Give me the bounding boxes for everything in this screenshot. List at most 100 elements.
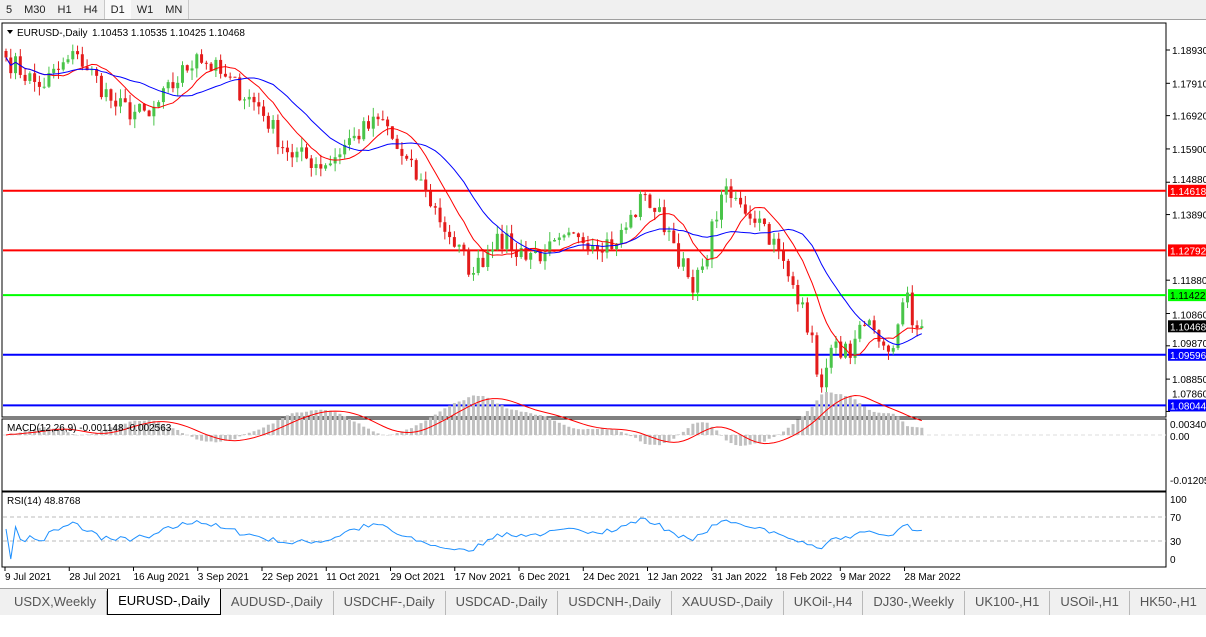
candle-body bbox=[262, 106, 265, 115]
macd-histogram-bar bbox=[567, 427, 570, 435]
macd-histogram-bar bbox=[229, 435, 232, 440]
macd-histogram-bar bbox=[792, 424, 795, 435]
tf-m5[interactable]: 5 bbox=[0, 0, 18, 19]
candle-body bbox=[233, 77, 236, 78]
macd-histogram-bar bbox=[181, 433, 184, 435]
macd-histogram-bar bbox=[501, 405, 504, 435]
macd-histogram-bar bbox=[825, 392, 828, 435]
candle-body bbox=[868, 320, 871, 325]
candle-body bbox=[873, 320, 876, 330]
chart-tab[interactable]: XAUUSD-,Daily bbox=[672, 591, 784, 615]
macd-tick-label: -0.01205 bbox=[1170, 476, 1206, 487]
macd-histogram-bar bbox=[563, 425, 566, 435]
candle-body bbox=[849, 344, 852, 358]
candle-body bbox=[567, 232, 570, 235]
candle-body bbox=[229, 77, 232, 78]
chart-tab[interactable]: USOil-,H1 bbox=[1050, 591, 1130, 615]
macd-histogram-bar bbox=[524, 412, 527, 435]
candle-body bbox=[586, 243, 589, 250]
candle-body bbox=[171, 82, 174, 88]
date-label: 11 Oct 2021 bbox=[326, 572, 380, 583]
candle-body bbox=[100, 76, 103, 97]
chart-tab[interactable]: USDCAD-,Daily bbox=[446, 591, 559, 615]
candle-body bbox=[410, 159, 413, 160]
macd-histogram-bar bbox=[610, 430, 613, 435]
candle-body bbox=[620, 230, 623, 244]
macd-histogram-bar bbox=[639, 435, 642, 441]
candle-body bbox=[801, 302, 804, 304]
candle-body bbox=[295, 152, 298, 158]
date-label: 12 Jan 2022 bbox=[648, 572, 703, 583]
macd-histogram-bar bbox=[863, 406, 866, 435]
macd-histogram-bar bbox=[606, 430, 609, 435]
candle-body bbox=[181, 65, 184, 83]
macd-histogram-bar bbox=[615, 430, 618, 435]
macd-histogram-bar bbox=[372, 431, 375, 435]
candle-body bbox=[71, 51, 74, 59]
candle-body bbox=[734, 198, 737, 199]
candle-body bbox=[806, 302, 809, 332]
candle-body bbox=[787, 261, 790, 276]
candle-body bbox=[348, 138, 351, 145]
macd-histogram-bar bbox=[887, 413, 890, 435]
candle-body bbox=[687, 258, 690, 277]
macd-histogram-bar bbox=[672, 435, 675, 439]
macd-histogram-bar bbox=[701, 422, 704, 435]
candle-body bbox=[62, 62, 65, 69]
candle-body bbox=[14, 56, 17, 73]
chart-tab[interactable]: EURUSD-,Daily bbox=[107, 589, 221, 615]
macd-histogram-bar bbox=[491, 400, 494, 435]
chart-tab[interactable]: AUDUSD-,Daily bbox=[221, 591, 334, 615]
macd-histogram-bar bbox=[90, 434, 93, 435]
candle-body bbox=[548, 241, 551, 253]
macd-histogram-bar bbox=[467, 397, 470, 435]
candle-body bbox=[429, 191, 432, 206]
candle-body bbox=[658, 207, 661, 212]
tf-m30[interactable]: M30 bbox=[18, 0, 51, 19]
tf-mn[interactable]: MN bbox=[159, 0, 189, 19]
candle-body bbox=[668, 231, 671, 233]
candle-body bbox=[644, 194, 647, 195]
chart-tab[interactable]: HK50-,H1 bbox=[1130, 591, 1206, 615]
candle-body bbox=[858, 325, 861, 339]
candle-body bbox=[763, 219, 766, 224]
candle-body bbox=[792, 276, 795, 285]
collapse-triangle-icon[interactable] bbox=[7, 30, 13, 34]
tf-d1[interactable]: D1 bbox=[104, 0, 131, 19]
candle-body bbox=[291, 152, 294, 157]
macd-histogram-bar bbox=[362, 427, 365, 435]
candle-body bbox=[830, 348, 833, 368]
chart-tab[interactable]: DJ30-,Weekly bbox=[863, 591, 965, 615]
candle-body bbox=[424, 180, 427, 192]
macd-histogram-bar bbox=[558, 423, 561, 435]
macd-histogram-bar bbox=[901, 421, 904, 435]
candle-body bbox=[191, 68, 194, 70]
candle-body bbox=[730, 186, 733, 198]
chart-tab[interactable]: UK100-,H1 bbox=[965, 591, 1050, 615]
candle-body bbox=[24, 75, 27, 81]
price-tick-label: 1.17910 bbox=[1172, 79, 1206, 90]
macd-histogram-bar bbox=[634, 435, 637, 438]
current-price-label: 1.10468 bbox=[1170, 322, 1206, 333]
candle-body bbox=[148, 111, 151, 117]
chart-tab[interactable]: UKOil-,H4 bbox=[784, 591, 864, 615]
tf-w1[interactable]: W1 bbox=[131, 0, 160, 19]
candle-body bbox=[677, 243, 680, 267]
chart-tab[interactable]: USDCHF-,Daily bbox=[334, 591, 446, 615]
candle-body bbox=[448, 232, 451, 237]
chart-tab[interactable]: USDX,Weekly bbox=[4, 591, 107, 615]
macd-histogram-bar bbox=[377, 433, 380, 435]
tf-h1[interactable]: H1 bbox=[52, 0, 78, 19]
macd-histogram-bar bbox=[338, 414, 341, 435]
candle-body bbox=[167, 82, 170, 88]
macd-histogram-bar bbox=[777, 434, 780, 435]
candle-body bbox=[338, 154, 341, 157]
candle-body bbox=[815, 335, 818, 374]
tf-h4[interactable]: H4 bbox=[78, 0, 104, 19]
candle-body bbox=[510, 233, 513, 250]
candle-body bbox=[138, 104, 141, 112]
chart-canvas[interactable]: 1.146181.127921.114221.095961.080441.104… bbox=[0, 22, 1206, 585]
candle-body bbox=[796, 285, 799, 304]
chart-tab[interactable]: USDCNH-,Daily bbox=[558, 591, 671, 615]
